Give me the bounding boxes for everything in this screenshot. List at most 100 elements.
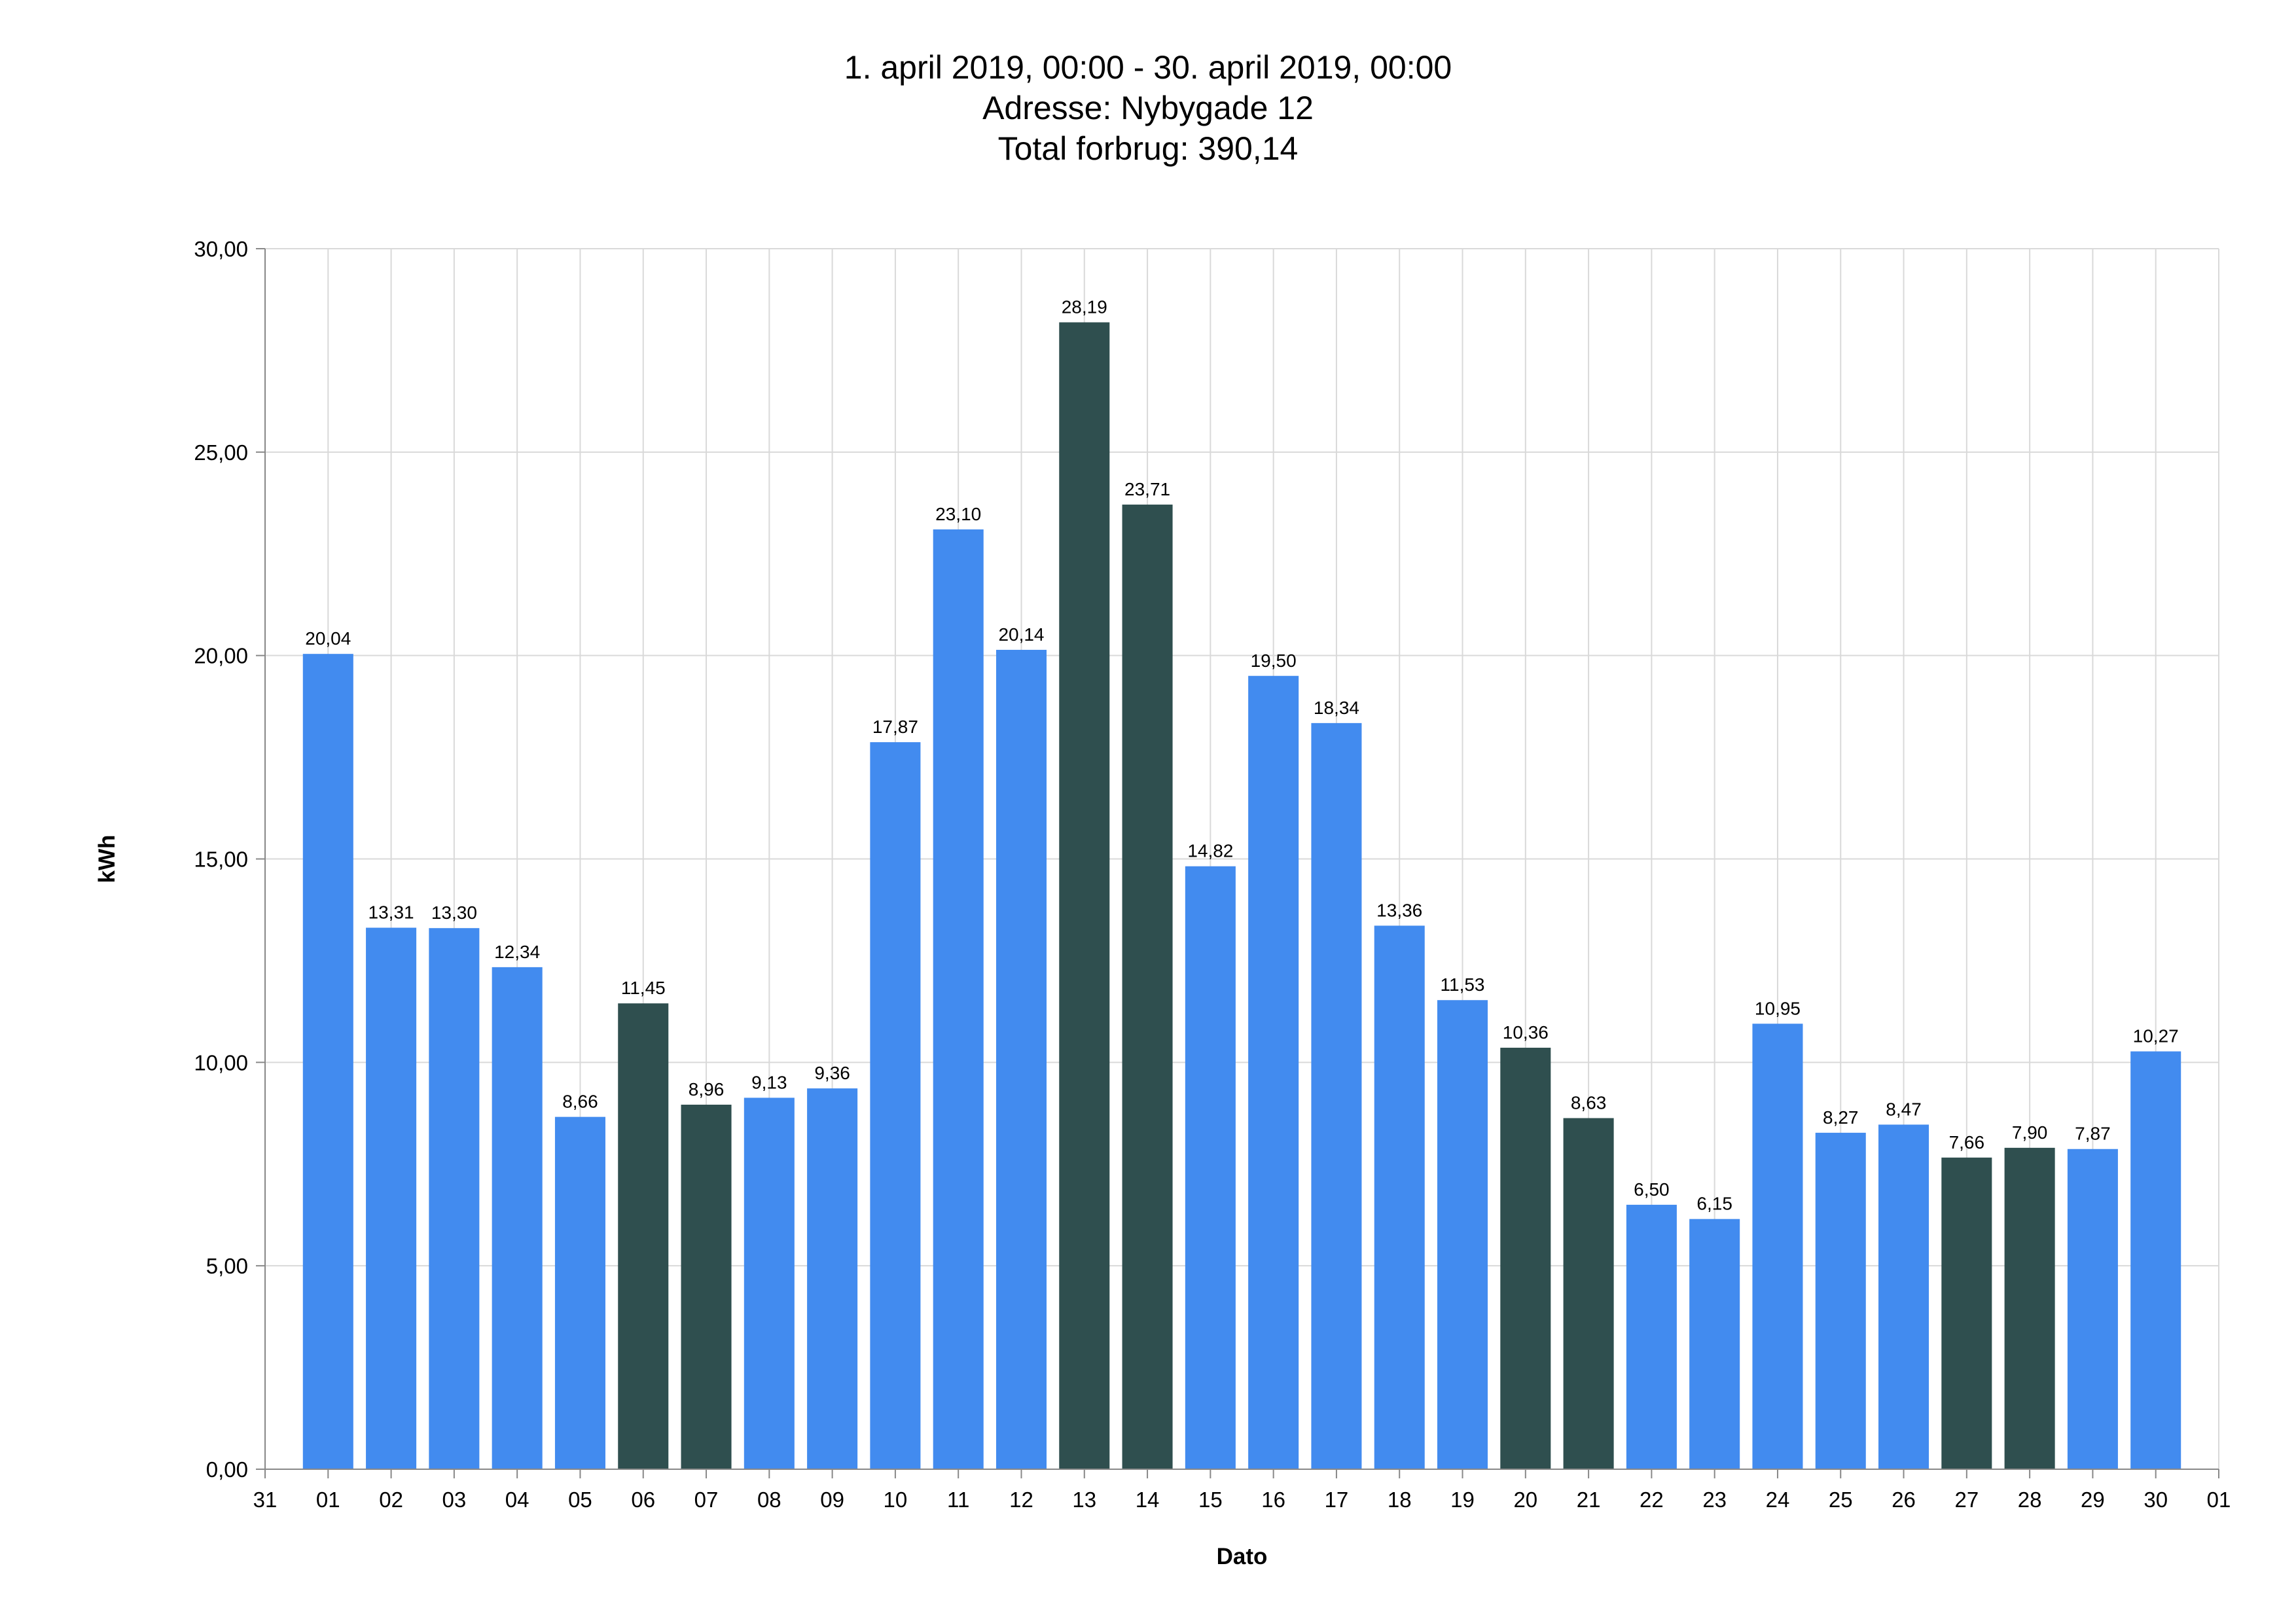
bar-18 [1374, 925, 1425, 1469]
x-tick-label: 21 [1577, 1488, 1601, 1512]
x-tick-label: 15 [1198, 1488, 1223, 1512]
x-axis-title: Dato [1217, 1544, 1268, 1569]
x-tick-label: 12 [1009, 1488, 1033, 1512]
x-tick-label: 29 [2081, 1488, 2105, 1512]
bar-value-label: 7,66 [1949, 1132, 1985, 1152]
bar-19 [1437, 1000, 1488, 1469]
y-tick-label: 0,00 [206, 1457, 248, 1482]
y-tick-label: 25,00 [194, 440, 248, 465]
bar-14 [1122, 505, 1173, 1469]
y-tick-label: 10,00 [194, 1050, 248, 1075]
x-tick-label: 13 [1072, 1488, 1096, 1512]
x-tick-label: 22 [1640, 1488, 1664, 1512]
bar-value-label: 17,87 [872, 717, 918, 737]
bar-10 [870, 742, 921, 1469]
bar-26 [1878, 1124, 1929, 1469]
x-tick-label: 25 [1829, 1488, 1853, 1512]
bar-17 [1311, 722, 1362, 1469]
bar-value-label: 14,82 [1187, 841, 1233, 861]
y-tick-label: 20,00 [194, 644, 248, 668]
bar-25 [1815, 1132, 1866, 1469]
bar-08 [744, 1097, 795, 1469]
bar-value-label: 10,95 [1755, 998, 1801, 1018]
bar-05 [554, 1116, 605, 1469]
bar-value-label: 13,31 [368, 902, 414, 923]
bar-04 [492, 967, 543, 1469]
x-tick-label: 16 [1261, 1488, 1285, 1512]
bar-value-label: 10,36 [1503, 1022, 1549, 1043]
y-tick-label: 5,00 [206, 1254, 248, 1278]
axes: 0,00 5,00 10,00 15,00 20,00 25,00 30,00 31 01 02 0… [194, 237, 2231, 1512]
bar-22 [1626, 1204, 1677, 1469]
bar-02 [366, 927, 417, 1469]
x-tick-label: 17 [1325, 1488, 1349, 1512]
x-tick-label: 11 [947, 1488, 969, 1512]
x-tick-label: 05 [568, 1488, 592, 1512]
x-tick-label: 04 [505, 1488, 529, 1512]
bar-01 [302, 654, 353, 1470]
bar-value-label: 20,14 [998, 624, 1044, 645]
x-tick-label: 02 [379, 1488, 403, 1512]
bar-value-label: 8,63 [1571, 1093, 1607, 1113]
bar-20 [1500, 1047, 1551, 1469]
bar-24 [1752, 1024, 1803, 1469]
bar-value-label: 8,27 [1823, 1107, 1859, 1128]
bar-28 [2004, 1147, 2055, 1469]
bar-value-label: 7,90 [2012, 1122, 2048, 1143]
x-tick-label: 26 [1892, 1488, 1916, 1512]
y-tick-label: 30,00 [194, 237, 248, 261]
bar-value-label: 23,10 [935, 504, 981, 524]
bar-value-label: 8,96 [689, 1079, 725, 1099]
bar-value-label: 9,36 [814, 1063, 850, 1083]
bar-06 [618, 1003, 669, 1469]
bar-29 [2067, 1149, 2118, 1469]
bar-11 [933, 529, 984, 1470]
bar-value-label: 13,36 [1376, 900, 1422, 920]
x-tick-label: 07 [694, 1488, 719, 1512]
x-tick-label: 01 [2207, 1488, 2231, 1512]
bar-value-label: 11,45 [621, 978, 666, 998]
x-tick-label: 08 [757, 1488, 781, 1512]
bar-value-label: 10,27 [2133, 1026, 2179, 1046]
bar-07 [681, 1104, 732, 1469]
bar-value-label: 6,50 [1634, 1179, 1670, 1200]
x-tick-label: 23 [1702, 1488, 1727, 1512]
x-tick-label: 01 [316, 1488, 340, 1512]
x-tick-label: 06 [631, 1488, 655, 1512]
bar-value-label: 19,50 [1251, 651, 1297, 671]
bars [302, 322, 2181, 1470]
bar-value-label: 23,71 [1124, 479, 1170, 499]
bar-value-label: 9,13 [751, 1072, 787, 1092]
x-tick-label: 31 [253, 1488, 278, 1512]
x-tick-label: 24 [1766, 1488, 1790, 1512]
bar-value-label: 13,30 [431, 902, 477, 923]
bar-16 [1248, 675, 1299, 1469]
bar-value-labels: 20,04 13,31 13,30 12,34 8,66 11,45 8,96 9,13 9,3… [305, 297, 2178, 1214]
total-consumption-line: Total forbrug: 390,14 [997, 130, 1299, 167]
bar-09 [807, 1088, 858, 1469]
chart-title: 1. april 2019, 00:00 - 30. april 2019, 0… [844, 49, 1452, 86]
bar-13 [1059, 322, 1110, 1469]
y-tick-label: 15,00 [194, 847, 248, 872]
y-axis-title: kWh [94, 835, 120, 883]
x-tick-label: 18 [1388, 1488, 1412, 1512]
x-tick-label: 09 [820, 1488, 844, 1512]
bar-value-label: 11,53 [1441, 974, 1485, 995]
bar-value-label: 28,19 [1062, 297, 1107, 317]
bar-15 [1185, 866, 1236, 1469]
bar-value-label: 20,04 [305, 628, 351, 649]
bar-value-label: 18,34 [1314, 698, 1359, 718]
chart-header: 1. april 2019, 00:00 - 30. april 2019, 0… [0, 47, 2296, 169]
x-tick-label: 14 [1136, 1488, 1160, 1512]
bar-12 [996, 649, 1047, 1469]
bar-value-label: 8,47 [1886, 1099, 1922, 1119]
bar-value-label: 7,87 [2075, 1124, 2111, 1144]
bar-30 [2130, 1051, 2181, 1469]
bar-value-label: 6,15 [1696, 1194, 1732, 1214]
x-tick-label: 27 [1954, 1488, 1979, 1512]
bar-03 [429, 928, 480, 1469]
x-tick-label: 03 [442, 1488, 467, 1512]
bar-value-label: 8,66 [562, 1092, 598, 1112]
x-tick-label: 19 [1450, 1488, 1475, 1512]
